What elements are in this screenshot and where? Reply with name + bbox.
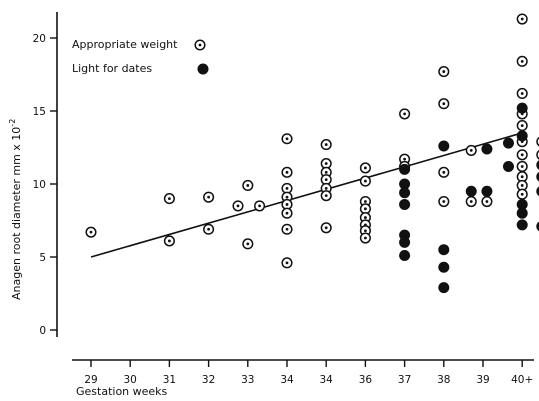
appropriate-weight-point — [320, 139, 332, 151]
x-tick-label: 38 — [437, 374, 450, 386]
light-for-dates-point — [399, 198, 411, 210]
y-tick-label: 20 — [33, 33, 46, 45]
light-for-dates-point — [536, 171, 539, 182]
y-axis-title-exponent: -2 — [8, 119, 17, 127]
legend-label-light: Light for dates — [72, 62, 152, 75]
light-for-dates-point — [399, 250, 411, 262]
appropriate-weight-point — [359, 175, 371, 187]
light-for-dates-point — [516, 130, 528, 142]
light-for-dates-point — [399, 236, 411, 248]
appropriate-weight-point — [516, 188, 528, 200]
appropriate-weight-point — [516, 55, 528, 67]
appropriate-weight-point — [242, 179, 254, 192]
trend-line — [90, 132, 523, 258]
x-tick-label: 34 — [280, 374, 294, 386]
x-tick-label: 31 — [163, 374, 176, 386]
legend-marker-appropriate — [194, 39, 206, 51]
x-tick-label: 39 — [476, 374, 489, 386]
appropriate-weight-point — [516, 160, 528, 173]
light-for-dates-point — [536, 186, 539, 197]
light-for-dates-point — [502, 160, 514, 172]
legend: Appropriate weight Light for dates — [72, 38, 209, 75]
appropriate-weight-point — [281, 257, 293, 269]
y-tick-label: 15 — [33, 106, 46, 118]
appropriate-weight-point — [203, 191, 215, 203]
x-tick-label: 32 — [202, 374, 215, 386]
appropriate-weight-point — [438, 66, 450, 78]
y-axis-title-main: Anagen root diameter mm x 10 — [10, 127, 23, 300]
appropriate-weight-point — [281, 166, 293, 178]
appropriate-weight-point — [516, 87, 528, 100]
appropriate-weight-point — [399, 108, 411, 120]
appropriate-weight-point — [438, 98, 450, 110]
x-tick-label: 37 — [398, 374, 411, 386]
appropriate-weight-point — [254, 200, 266, 212]
light-for-dates-point — [465, 185, 477, 197]
appropriate-weight-point — [203, 223, 215, 235]
appropriate-weight-point — [281, 133, 293, 145]
appropriate-weight-point — [85, 226, 97, 238]
light-for-dates-point — [399, 187, 411, 199]
appropriate-weight-point — [438, 195, 450, 208]
appropriate-weight-point — [359, 162, 371, 174]
appropriate-weight-point — [281, 207, 293, 219]
light-for-dates-point — [438, 244, 450, 256]
appropriate-weight-point — [281, 223, 293, 235]
appropriate-weight-point — [516, 13, 528, 25]
light-for-dates-point — [399, 163, 411, 175]
appropriate-weight-point — [320, 222, 332, 234]
y-axis-title: Anagen root diameter mm x 10-2 — [8, 119, 23, 300]
legend-label-appropriate: Appropriate weight — [72, 38, 178, 51]
light-for-dates-point — [516, 219, 528, 231]
y-tick-label: 5 — [39, 252, 46, 264]
appropriate-weight-point — [481, 195, 493, 208]
appropriate-weight-point — [516, 120, 528, 132]
appropriate-weight-point — [232, 200, 244, 212]
x-tick-label: 36 — [359, 374, 373, 386]
x-axis-title: Gestation weeks — [76, 385, 168, 398]
light-for-dates-point — [438, 282, 450, 294]
light-for-dates-point — [502, 137, 514, 149]
appropriate-weight-point — [320, 190, 332, 202]
x-tick-label: 29 — [84, 374, 97, 386]
appropriate-weight-point — [163, 193, 175, 205]
light-for-dates-point — [481, 185, 493, 197]
light-for-dates-point — [516, 207, 528, 219]
light-for-dates-point — [481, 143, 493, 155]
appropriate-weight-point — [465, 144, 477, 156]
light-for-dates-point — [536, 160, 539, 170]
appropriate-weight-point — [438, 166, 450, 178]
appropriate-weight-point — [465, 195, 477, 208]
light-for-dates-point — [438, 140, 450, 152]
appropriate-weight-point — [516, 149, 528, 161]
appropriate-weight-point — [359, 232, 371, 244]
x-tick-label: 33 — [241, 374, 254, 386]
light-for-dates-points — [399, 102, 539, 294]
y-tick-label: 0 — [39, 325, 46, 337]
x-axis-ticks: 29 30 31 32 33 34 34 36 37 38 39 40+ — [84, 360, 533, 386]
x-tick-label: 40+ — [511, 374, 533, 386]
light-for-dates-point — [438, 261, 450, 273]
light-for-dates-point — [516, 102, 528, 114]
x-tick-label: 34 — [320, 374, 334, 386]
y-tick-label: 10 — [33, 179, 46, 191]
appropriate-weight-point — [242, 238, 254, 250]
x-tick-label: 30 — [124, 374, 137, 386]
y-axis-ticks: 0 5 10 15 20 — [33, 33, 57, 337]
light-for-dates-point — [536, 221, 539, 232]
appropriate-weight-point — [163, 235, 175, 247]
legend-marker-light — [197, 63, 209, 75]
appropriate-weight-points — [85, 13, 539, 269]
